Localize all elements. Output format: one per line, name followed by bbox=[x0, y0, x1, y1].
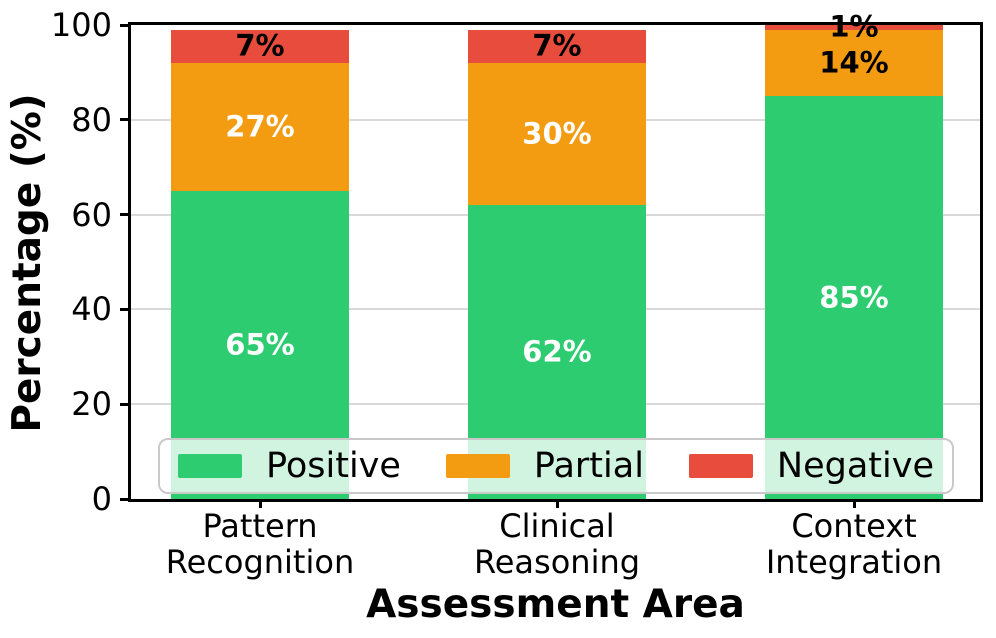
positive-swatch-icon bbox=[178, 454, 242, 478]
bar-segment-negative bbox=[765, 25, 943, 30]
bar-segment-positive bbox=[765, 96, 943, 499]
y-tick-label: 20 bbox=[71, 385, 112, 424]
y-tick bbox=[120, 497, 130, 501]
bar-value-label: 65% bbox=[225, 327, 295, 362]
x-tick-label: Clinical Reasoning bbox=[473, 507, 641, 581]
bar-value-label: 1% bbox=[829, 9, 879, 44]
legend-label-negative: Negative bbox=[776, 446, 934, 486]
legend-entry-negative: Negative bbox=[688, 446, 934, 486]
x-tick bbox=[258, 499, 262, 508]
bar-1: 65% 27% 7% bbox=[171, 25, 349, 499]
bar-value-label: 62% bbox=[522, 334, 592, 369]
x-tick bbox=[555, 499, 559, 508]
bar-value-label: 27% bbox=[225, 109, 295, 144]
x-tick-label: Context Integration bbox=[765, 507, 943, 581]
bar-value-label: 7% bbox=[235, 28, 285, 63]
legend: Positive Partial Negative bbox=[158, 438, 954, 494]
bar-segment-negative bbox=[171, 29, 349, 63]
bar-value-label: 7% bbox=[532, 28, 582, 63]
plot-area: Positive Partial Negative 65% 27% 7% 62% 30%… bbox=[128, 12, 983, 502]
y-tick bbox=[120, 307, 130, 311]
x-tick bbox=[852, 499, 856, 508]
y-tick-label: 60 bbox=[71, 195, 112, 234]
bar-segment-partial bbox=[765, 29, 943, 97]
y-tick-label: 100 bbox=[50, 6, 112, 44]
legend-entry-positive: Positive bbox=[178, 446, 401, 486]
legend-entry-partial: Partial bbox=[445, 446, 644, 486]
y-tick bbox=[120, 402, 130, 406]
y-tick bbox=[120, 23, 130, 27]
legend-label-positive: Positive bbox=[266, 446, 401, 486]
legend-label-partial: Partial bbox=[533, 446, 644, 486]
bar-value-label: 85% bbox=[819, 280, 889, 315]
bar-segment-partial bbox=[171, 62, 349, 191]
bar-2: 62% 30% 7% bbox=[468, 25, 646, 499]
y-tick-label: 40 bbox=[71, 290, 112, 329]
negative-swatch-icon bbox=[688, 454, 753, 478]
partial-swatch-icon bbox=[445, 454, 510, 478]
bar-value-label: 14% bbox=[819, 45, 889, 80]
bar-3: 85% 14% 1% bbox=[765, 12, 943, 499]
x-axis-title: Assessment Area bbox=[366, 582, 745, 627]
bar-segment-negative bbox=[468, 29, 646, 63]
y-tick-label: 80 bbox=[71, 100, 112, 139]
x-tick-label: Pattern Recognition bbox=[165, 507, 355, 581]
bar-segment-partial bbox=[468, 62, 646, 206]
y-tick-label: 0 bbox=[91, 480, 112, 518]
y-tick bbox=[120, 118, 130, 122]
bar-value-label: 30% bbox=[522, 116, 592, 151]
y-tick bbox=[120, 213, 130, 217]
